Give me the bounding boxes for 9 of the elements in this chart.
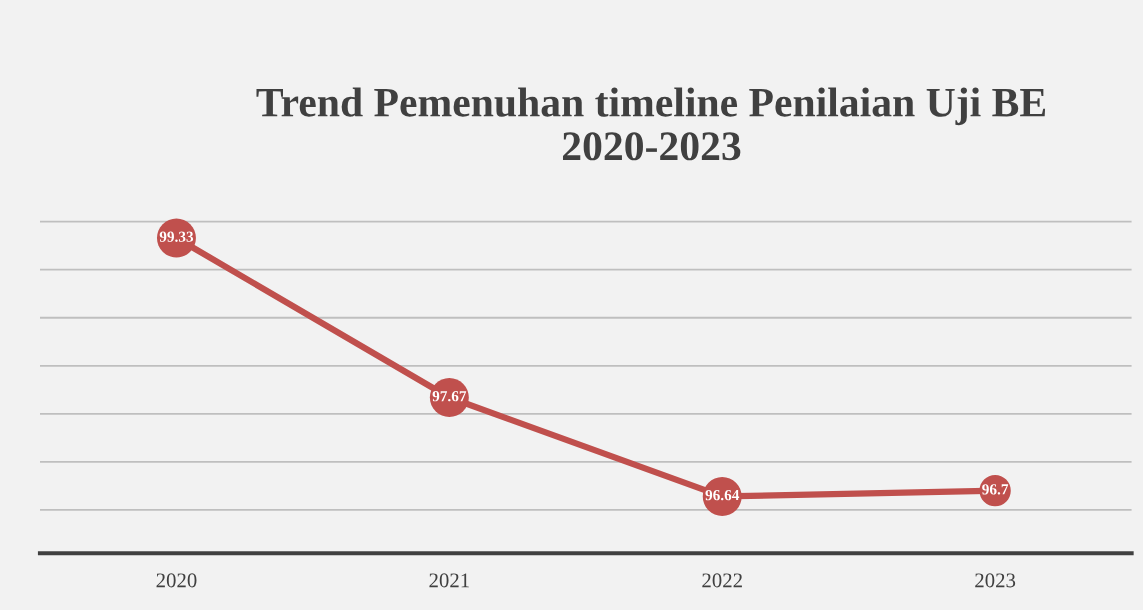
chart-title: Trend Pemenuhan timeline Penilaian Uji BE 2020-2023: [256, 87, 1046, 161]
data-label: 97.67: [432, 391, 467, 402]
data-label: 96.64: [705, 489, 740, 501]
x-tick-label: 2023: [975, 573, 1016, 588]
data-label: 99.33: [159, 231, 194, 242]
x-tick-label: 2021: [429, 573, 469, 588]
x-tick-label: 2020: [156, 573, 197, 588]
data-label: 96.7: [982, 484, 1009, 495]
x-tick-label: 2022: [702, 573, 742, 588]
